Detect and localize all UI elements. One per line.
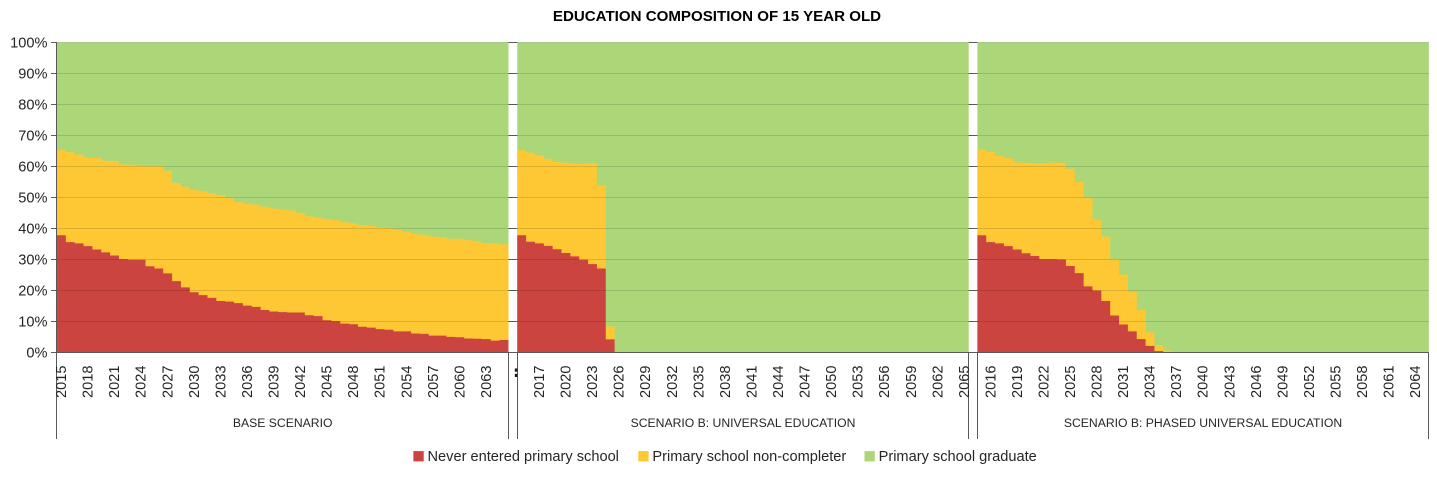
svg-text:Primary school graduate: Primary school graduate [879, 449, 1037, 465]
svg-text:2022: 2022 [1036, 366, 1052, 398]
svg-text:2048: 2048 [346, 366, 362, 398]
svg-text:2032: 2032 [665, 366, 681, 398]
svg-text:2065: 2065 [957, 366, 973, 398]
svg-text:2043: 2043 [1222, 366, 1238, 398]
svg-text:2018: 2018 [81, 366, 97, 398]
svg-text:2029: 2029 [638, 366, 654, 398]
svg-text:50%: 50% [18, 190, 47, 206]
svg-text:2040: 2040 [1196, 366, 1212, 398]
svg-text:90%: 90% [18, 66, 47, 82]
svg-text:2025: 2025 [1063, 366, 1079, 398]
svg-text:EDUCATION COMPOSITION OF 15 YE: EDUCATION COMPOSITION OF 15 YEAR OLD [553, 8, 881, 25]
svg-text:2049: 2049 [1275, 366, 1291, 398]
svg-text:2047: 2047 [798, 366, 814, 398]
svg-text:2017: 2017 [532, 366, 548, 398]
svg-text:2061: 2061 [1382, 366, 1398, 398]
svg-text:2042: 2042 [293, 366, 309, 398]
svg-text:2056: 2056 [877, 366, 893, 398]
svg-text:2038: 2038 [718, 366, 734, 398]
svg-text:2030: 2030 [187, 366, 203, 398]
svg-text:70%: 70% [18, 128, 47, 144]
svg-text:2051: 2051 [373, 366, 389, 398]
svg-text:2019: 2019 [1010, 366, 1026, 398]
svg-text:2062: 2062 [930, 366, 946, 398]
svg-text:2064: 2064 [1408, 366, 1424, 398]
svg-text:BASE SCENARIO: BASE SCENARIO [233, 416, 333, 430]
svg-text:2033: 2033 [213, 366, 229, 398]
svg-text:2063: 2063 [479, 366, 495, 398]
svg-text:2052: 2052 [1302, 366, 1318, 398]
svg-text:2028: 2028 [1090, 366, 1106, 398]
svg-text:SCENARIO B: UNIVERSAL EDUCATIO: SCENARIO B: UNIVERSAL EDUCATION [631, 416, 856, 430]
svg-text:2055: 2055 [1329, 366, 1345, 398]
svg-text:20%: 20% [18, 283, 47, 299]
svg-text:2027: 2027 [160, 366, 176, 398]
svg-text:2034: 2034 [1143, 366, 1159, 398]
svg-text:2054: 2054 [399, 366, 415, 398]
svg-text:40%: 40% [18, 221, 47, 237]
svg-text:2060: 2060 [452, 366, 468, 398]
svg-text:Never entered primary school: Never entered primary school [428, 449, 619, 465]
svg-text:2024: 2024 [134, 366, 150, 398]
svg-text:80%: 80% [18, 97, 47, 113]
svg-text:2039: 2039 [266, 366, 282, 398]
svg-text:30%: 30% [18, 252, 47, 268]
svg-text:Primary school non-completer: Primary school non-completer [652, 449, 846, 465]
svg-text:2037: 2037 [1169, 366, 1185, 398]
svg-text:2035: 2035 [691, 366, 707, 398]
svg-text:2057: 2057 [426, 366, 442, 398]
svg-text:2015: 2015 [54, 366, 70, 398]
svg-text:0%: 0% [26, 345, 47, 361]
svg-text:2020: 2020 [559, 366, 575, 398]
svg-text:10%: 10% [18, 314, 47, 330]
svg-text:2059: 2059 [904, 366, 920, 398]
svg-text:2031: 2031 [1116, 366, 1132, 398]
svg-text:2016: 2016 [983, 366, 999, 398]
svg-text:2023: 2023 [585, 366, 601, 398]
svg-text:2044: 2044 [771, 366, 787, 398]
svg-text:60%: 60% [18, 159, 47, 175]
svg-text:SCENARIO B: PHASED UNIVERSAL E: SCENARIO B: PHASED UNIVERSAL EDUCATION [1064, 416, 1342, 430]
svg-text:2026: 2026 [612, 366, 628, 398]
svg-text:2046: 2046 [1249, 366, 1265, 398]
svg-text:100%: 100% [10, 36, 47, 52]
svg-text:2045: 2045 [320, 366, 336, 398]
svg-text:2021: 2021 [107, 366, 123, 398]
svg-text:2058: 2058 [1355, 366, 1371, 398]
svg-text:2036: 2036 [240, 366, 256, 398]
svg-text:2041: 2041 [744, 366, 760, 398]
svg-text:2053: 2053 [851, 366, 867, 398]
svg-text:2050: 2050 [824, 366, 840, 398]
